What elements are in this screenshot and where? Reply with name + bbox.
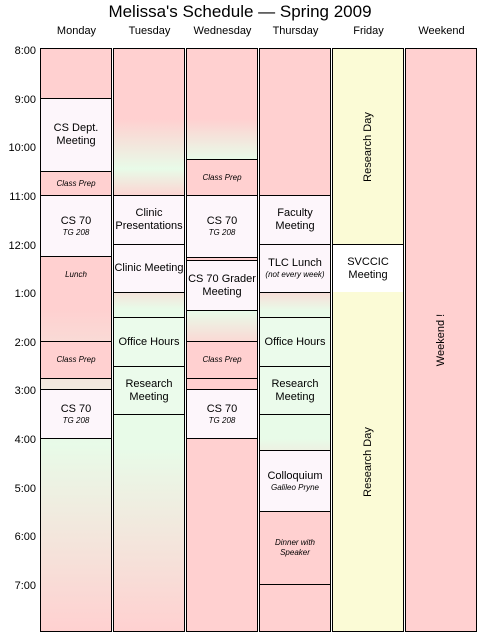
time-label-5: 5:00: [14, 483, 36, 495]
day-header-tuesday: Tuesday: [128, 25, 171, 37]
event-tlc-lunch[interactable]: TLC Lunch (not every week): [260, 244, 330, 293]
event-title: Faculty Meeting: [275, 207, 315, 232]
event-title: Research Day: [362, 426, 374, 497]
event-note: (not every week): [265, 270, 325, 279]
event-office-hours[interactable]: Office Hours: [260, 317, 330, 367]
day-column-friday: Research Day SVCCIC Meeting Research Day: [332, 48, 404, 632]
time-label-9: 9:00: [14, 94, 36, 106]
event-title: SVCCIC Meeting: [347, 255, 389, 281]
time-label-4: 4:00: [14, 434, 36, 446]
schedule-title: Melissa's Schedule — Spring 2009: [108, 2, 372, 21]
day-column-thursday: Faculty Meeting TLC Lunch (not every wee…: [259, 48, 331, 632]
time-label-12: 12:00: [8, 240, 36, 252]
event-cs-70[interactable]: CS 70 TG 208: [187, 195, 257, 258]
event-title: Class Prep: [56, 178, 96, 188]
event-research-meeting[interactable]: Research Meeting: [260, 366, 330, 415]
day-header-monday: Monday: [56, 25, 97, 37]
event-room: TG 208: [62, 415, 90, 425]
event-faculty-meeting[interactable]: Faculty Meeting: [260, 195, 330, 245]
event-title: CS 70: [60, 402, 92, 415]
event-lunch[interactable]: Lunch: [41, 256, 111, 293]
event-room: TG 208: [62, 227, 90, 237]
event-title: CS Dept. Meeting: [53, 122, 99, 147]
event-title: Research Day: [362, 111, 374, 182]
event-research-day[interactable]: Research Day: [333, 49, 403, 245]
event-title: CS 70 Grader Meeting: [188, 272, 256, 298]
event-title: Class Prep: [56, 355, 96, 364]
time-label-1: 1:00: [14, 288, 36, 300]
event-cs-70-grader-meeting[interactable]: CS 70 Grader Meeting: [187, 260, 257, 311]
day-column-wednesday: Class Prep CS 70 TG 208 CS 70 Grader Mee…: [186, 48, 258, 632]
event-title: Class Prep: [202, 355, 242, 364]
event-class-prep[interactable]: Class Prep: [41, 171, 111, 196]
time-label-10: 10:00: [8, 142, 36, 154]
event-title: CS 70: [206, 215, 238, 227]
time-label-8: 8:00: [14, 45, 36, 57]
day-header-wednesday: Wednesday: [193, 25, 252, 37]
event-title: Weekend !: [435, 313, 447, 367]
event-cs-70[interactable]: CS 70 TG 208: [41, 195, 111, 257]
event-clinic-presentations[interactable]: Clinic Presentations: [114, 195, 184, 245]
time-label-6: 6:00: [14, 531, 36, 543]
day-header-weekend: Weekend: [418, 25, 465, 37]
event-title: Lunch: [65, 270, 87, 279]
time-label-11: 11:00: [9, 191, 36, 203]
event-weekend[interactable]: Weekend !: [406, 49, 476, 631]
event-colloquium[interactable]: Colloquium Galileo Pryne: [260, 450, 330, 512]
event-title: Office Hours: [264, 335, 326, 348]
event-research-meeting[interactable]: Research Meeting: [114, 366, 184, 415]
event-title: Research Meeting: [271, 377, 319, 403]
event-title: CS 70: [60, 214, 92, 227]
event-research-day[interactable]: Research Day: [333, 292, 403, 631]
event-title: Colloquium: [267, 469, 323, 482]
event-clinic-meeting[interactable]: Clinic Meeting: [114, 244, 184, 293]
event-svccic-meeting[interactable]: SVCCIC Meeting: [333, 244, 403, 293]
event-class-prep[interactable]: Class Prep: [187, 159, 257, 196]
day-column-monday: CS Dept. Meeting Class Prep CS 70 TG 208…: [40, 48, 112, 632]
event-cs-dept-meeting[interactable]: CS Dept. Meeting: [41, 98, 111, 172]
day-column-weekend: Weekend !: [405, 48, 477, 632]
event-office-hours[interactable]: Office Hours: [114, 317, 184, 367]
day-header-friday: Friday: [353, 25, 384, 37]
event-title: CS 70: [206, 402, 238, 415]
event-speaker: Galileo Pryne: [270, 482, 320, 492]
day-column-tuesday: Clinic Presentations Clinic Meeting Offi…: [113, 48, 185, 632]
day-header-thursday: Thursday: [272, 25, 319, 37]
event-title: Dinner with Speaker: [274, 538, 315, 557]
event-dinner-with-speaker[interactable]: Dinner with Speaker: [260, 511, 330, 585]
event-title: TLC Lunch: [268, 257, 322, 269]
event-title: Research Meeting: [125, 377, 173, 403]
event-title: Clinic Presentations: [115, 207, 183, 232]
time-label-2: 2:00: [14, 337, 36, 349]
event-cs-70[interactable]: CS 70 TG 208: [187, 389, 257, 439]
time-label-7: 7:00: [14, 580, 36, 592]
event-room: TG 208: [208, 228, 236, 237]
event-room: TG 208: [208, 415, 236, 425]
event-cs-70[interactable]: CS 70 TG 208: [41, 389, 111, 439]
event-class-prep[interactable]: Class Prep: [187, 341, 257, 379]
event-class-prep[interactable]: Class Prep: [41, 341, 111, 379]
event-title: Class Prep: [202, 172, 242, 182]
time-label-3: 3:00: [14, 385, 36, 397]
event-title: Clinic Meeting: [114, 262, 184, 274]
event-title: Office Hours: [118, 335, 180, 348]
